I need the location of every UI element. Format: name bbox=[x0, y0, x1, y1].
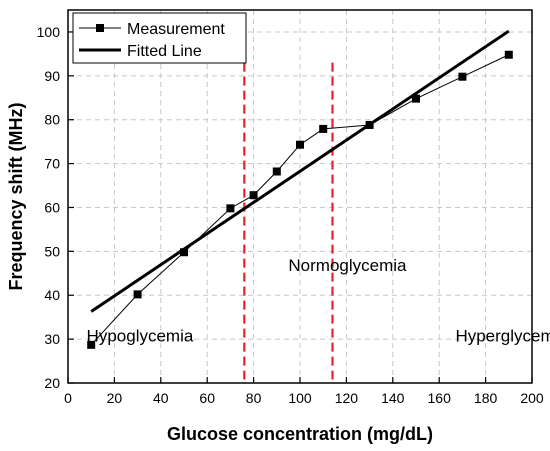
x-tick-label: 120 bbox=[335, 390, 359, 406]
measurement-point bbox=[133, 290, 142, 299]
legend-measurement-marker bbox=[96, 24, 104, 32]
measurement-point bbox=[365, 120, 374, 129]
measurement-point bbox=[272, 167, 281, 176]
region-annotation: Hypoglycemia bbox=[87, 326, 194, 345]
measurement-point bbox=[87, 340, 96, 349]
grid bbox=[68, 10, 532, 383]
measurement-line bbox=[90, 54, 510, 346]
y-tick-label: 90 bbox=[44, 68, 60, 84]
measurement-point bbox=[249, 191, 258, 200]
x-tick-label: 40 bbox=[153, 390, 169, 406]
x-tick-label: 20 bbox=[107, 390, 123, 406]
measurement-point bbox=[226, 204, 235, 213]
y-tick-label: 50 bbox=[44, 243, 60, 259]
region-annotation: Normoglycemia bbox=[288, 256, 407, 275]
fitted-line bbox=[90, 29, 510, 313]
measurement-point bbox=[504, 50, 513, 59]
region-divider-lines bbox=[243, 62, 334, 380]
y-axis-title: Frequency shift (MHz) bbox=[6, 102, 26, 290]
y-tick-label: 80 bbox=[44, 112, 60, 128]
measurement-point bbox=[296, 140, 304, 149]
annotations: Hypoglycemia Normoglycemia Hyperglycemia bbox=[87, 256, 550, 345]
measurement-point bbox=[180, 248, 188, 257]
x-tick-label: 80 bbox=[246, 390, 262, 406]
y-tick-label: 20 bbox=[44, 375, 60, 391]
x-tick-label: 160 bbox=[428, 390, 452, 406]
x-tick-label: 60 bbox=[199, 390, 215, 406]
legend-fitted-label: Fitted Line bbox=[127, 43, 202, 60]
measurement-point bbox=[412, 94, 420, 103]
ticks: 0 20 40 60 80 100 120 140 160 180 2002030405060708… bbox=[37, 24, 544, 406]
measurement-point bbox=[319, 124, 328, 133]
legend-measurement-label: Measurement bbox=[127, 21, 225, 38]
legend-box bbox=[72, 12, 247, 64]
x-tick-label: 140 bbox=[381, 390, 405, 406]
y-tick-label: 60 bbox=[44, 199, 60, 215]
y-tick-label: 70 bbox=[44, 156, 60, 172]
x-axis-title: Glucose concentration (mg/dL) bbox=[167, 424, 433, 444]
x-tick-label: 0 bbox=[64, 390, 72, 406]
legend: Measurement Fitted Line bbox=[72, 12, 247, 64]
x-tick-label: 200 bbox=[520, 390, 544, 406]
measurement-point bbox=[458, 72, 467, 81]
y-tick-label: 40 bbox=[44, 287, 60, 303]
region-annotation: Hyperglycemia bbox=[455, 326, 550, 345]
x-tick-label: 180 bbox=[474, 390, 498, 406]
y-tick-label: 30 bbox=[44, 331, 60, 347]
series-layer bbox=[87, 29, 513, 349]
x-tick-label: 100 bbox=[288, 390, 312, 406]
y-tick-label: 100 bbox=[37, 24, 61, 40]
